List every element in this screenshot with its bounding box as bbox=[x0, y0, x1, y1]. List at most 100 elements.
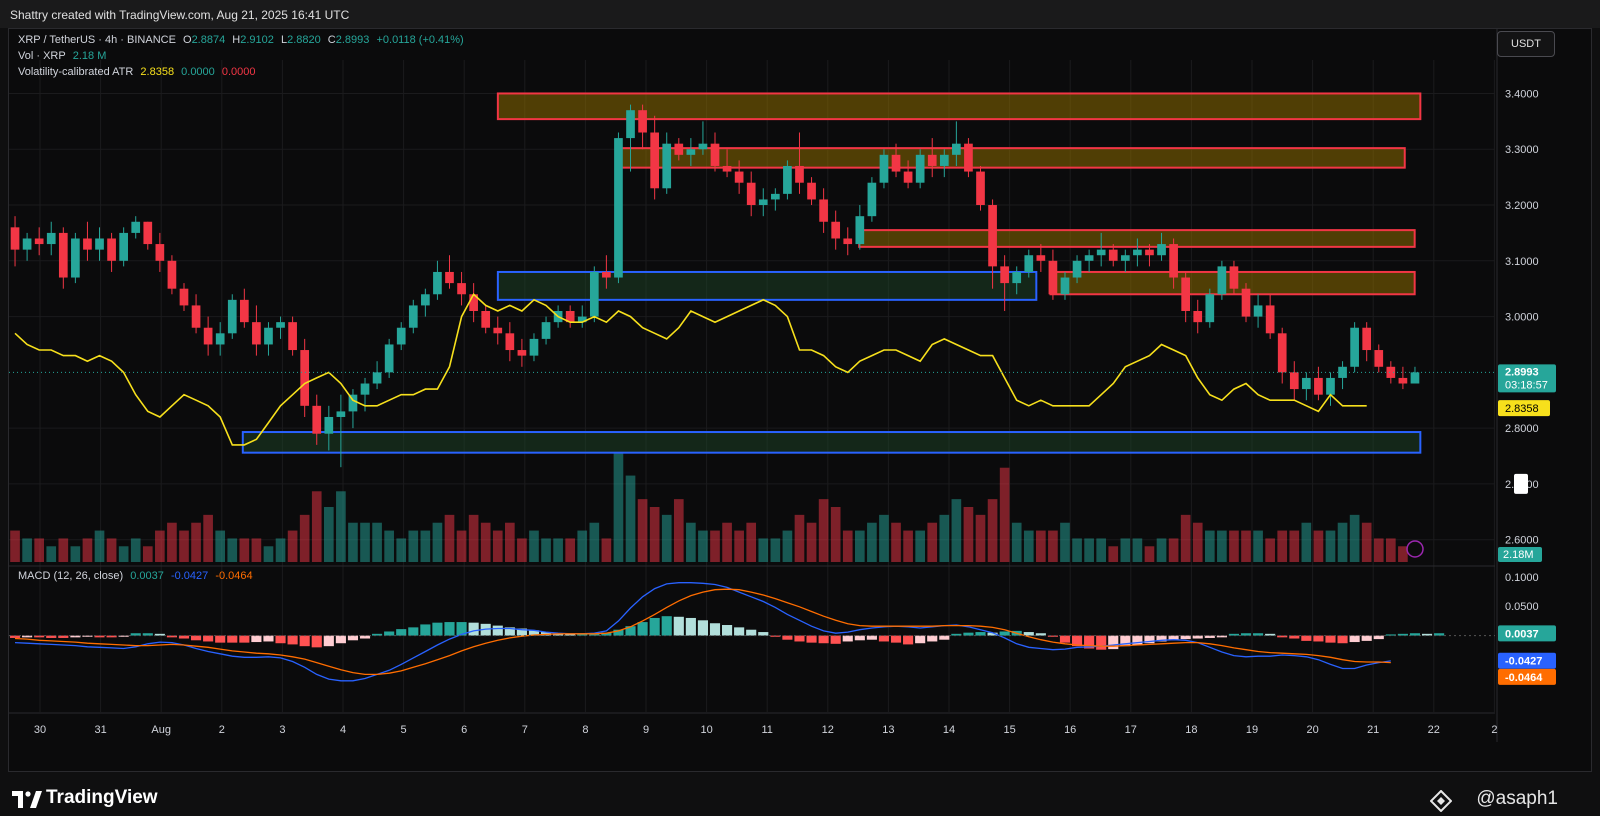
candle-body[interactable] bbox=[1169, 244, 1178, 278]
candle-body[interactable] bbox=[1072, 260, 1082, 278]
candle-body[interactable] bbox=[915, 154, 925, 183]
candle-body[interactable] bbox=[167, 260, 177, 289]
candle-body[interactable] bbox=[1374, 350, 1384, 367]
candle-body[interactable] bbox=[1398, 377, 1408, 384]
candle-body[interactable] bbox=[976, 171, 985, 206]
candle-body[interactable] bbox=[336, 411, 346, 417]
candle-body[interactable] bbox=[1350, 327, 1359, 367]
candle-body[interactable] bbox=[614, 138, 623, 278]
candle-body[interactable] bbox=[662, 143, 672, 189]
candle-body[interactable] bbox=[1120, 255, 1130, 261]
candle-body[interactable] bbox=[469, 294, 478, 311]
candle-body[interactable] bbox=[770, 193, 780, 200]
atr-legend[interactable]: Volatility-calibrated ATR 2.8358 0.0000 … bbox=[18, 66, 260, 78]
candle-body[interactable] bbox=[1012, 271, 1022, 284]
candle-body[interactable] bbox=[493, 327, 503, 334]
candle-body[interactable] bbox=[10, 227, 20, 250]
candle-body[interactable] bbox=[1289, 372, 1299, 390]
candle-body[interactable] bbox=[1362, 327, 1372, 351]
candle-body[interactable] bbox=[819, 199, 828, 222]
candle-body[interactable] bbox=[1133, 249, 1142, 256]
candle-body[interactable] bbox=[1157, 244, 1166, 256]
candle-body[interactable] bbox=[1265, 305, 1275, 334]
candle-body[interactable] bbox=[252, 322, 261, 345]
candle-body[interactable] bbox=[1193, 311, 1203, 323]
candle-body[interactable] bbox=[807, 182, 816, 200]
candle-body[interactable] bbox=[191, 305, 201, 328]
candle-body[interactable] bbox=[481, 311, 491, 328]
candle-body[interactable] bbox=[264, 327, 273, 345]
candle-body[interactable] bbox=[903, 171, 913, 183]
candle-body[interactable] bbox=[71, 238, 80, 278]
candle-body[interactable] bbox=[227, 299, 237, 334]
candle-body[interactable] bbox=[891, 154, 901, 172]
candle-body[interactable] bbox=[360, 383, 370, 395]
candle-body[interactable] bbox=[505, 333, 515, 351]
candle-body[interactable] bbox=[46, 232, 56, 245]
symbol-legend[interactable]: XRP / TetherUS · 4h · BINANCE O2.8874 H2… bbox=[18, 34, 468, 46]
candle-body[interactable] bbox=[710, 143, 720, 166]
resistance-zone[interactable] bbox=[496, 92, 1422, 121]
candle-body[interactable] bbox=[203, 327, 213, 345]
candle-body[interactable] bbox=[939, 154, 949, 166]
candle-body[interactable] bbox=[843, 238, 853, 245]
candle-body[interactable] bbox=[324, 416, 334, 434]
candle-body[interactable] bbox=[1000, 266, 1009, 284]
candle-body[interactable] bbox=[348, 394, 358, 412]
candle-body[interactable] bbox=[626, 110, 635, 139]
atr-badge[interactable] bbox=[1498, 400, 1550, 417]
candle-body[interactable] bbox=[529, 338, 539, 356]
support-zone[interactable] bbox=[496, 270, 1038, 301]
candle-body[interactable] bbox=[1181, 277, 1191, 311]
candle-body[interactable] bbox=[867, 182, 877, 217]
candle-body[interactable] bbox=[58, 232, 68, 278]
candle-body[interactable] bbox=[288, 322, 297, 351]
candle-body[interactable] bbox=[746, 182, 756, 206]
candle-body[interactable] bbox=[1229, 266, 1239, 289]
candle-body[interactable] bbox=[1410, 372, 1420, 384]
candle-body[interactable] bbox=[855, 216, 865, 245]
candle-body[interactable] bbox=[131, 221, 141, 233]
candle-body[interactable] bbox=[1108, 249, 1118, 261]
candle-body[interactable] bbox=[276, 322, 285, 328]
candle-body[interactable] bbox=[1145, 249, 1154, 256]
candle-body[interactable] bbox=[686, 149, 696, 155]
candle-body[interactable] bbox=[1314, 377, 1323, 395]
alert-lightning-icon[interactable] bbox=[1406, 540, 1424, 558]
candle-body[interactable] bbox=[239, 299, 249, 323]
candle-body[interactable] bbox=[964, 143, 973, 172]
support-zone[interactable] bbox=[241, 431, 1422, 454]
macd-hist-badge[interactable] bbox=[1498, 625, 1556, 642]
candle-body[interactable] bbox=[758, 199, 768, 206]
candle-body[interactable] bbox=[1326, 377, 1335, 395]
candle-body[interactable] bbox=[155, 244, 165, 261]
candle-body[interactable] bbox=[95, 238, 104, 250]
candle-body[interactable] bbox=[1096, 249, 1106, 256]
candle-body[interactable] bbox=[577, 316, 587, 323]
candle-body[interactable] bbox=[1205, 294, 1215, 323]
candle-body[interactable] bbox=[795, 165, 804, 183]
currency-button[interactable]: USDT bbox=[1497, 31, 1555, 57]
current-price-badge[interactable] bbox=[1498, 364, 1556, 393]
candle-body[interactable] bbox=[22, 238, 32, 250]
macd-signal-badge[interactable] bbox=[1498, 668, 1556, 685]
candle-body[interactable] bbox=[433, 271, 442, 295]
candle-body[interactable] bbox=[300, 350, 310, 406]
candle-body[interactable] bbox=[1253, 305, 1263, 317]
candle-body[interactable] bbox=[952, 143, 961, 155]
volume-badge[interactable] bbox=[1498, 547, 1542, 562]
candle-body[interactable] bbox=[457, 283, 466, 295]
candle-body[interactable] bbox=[589, 271, 599, 317]
candle-body[interactable] bbox=[1277, 333, 1287, 373]
tradingview-brand[interactable]: TradingView bbox=[46, 787, 158, 808]
candle-body[interactable] bbox=[143, 221, 153, 245]
candle-body[interactable] bbox=[1084, 255, 1094, 261]
candle-body[interactable] bbox=[1217, 266, 1227, 295]
candle-body[interactable] bbox=[698, 143, 708, 150]
candle-body[interactable] bbox=[312, 405, 322, 434]
candle-body[interactable] bbox=[396, 327, 406, 345]
candle-body[interactable] bbox=[831, 221, 841, 239]
resistance-zone[interactable] bbox=[617, 147, 1406, 169]
macd-legend[interactable]: MACD (12, 26, close) 0.0037 -0.0427 -0.0… bbox=[18, 570, 257, 582]
